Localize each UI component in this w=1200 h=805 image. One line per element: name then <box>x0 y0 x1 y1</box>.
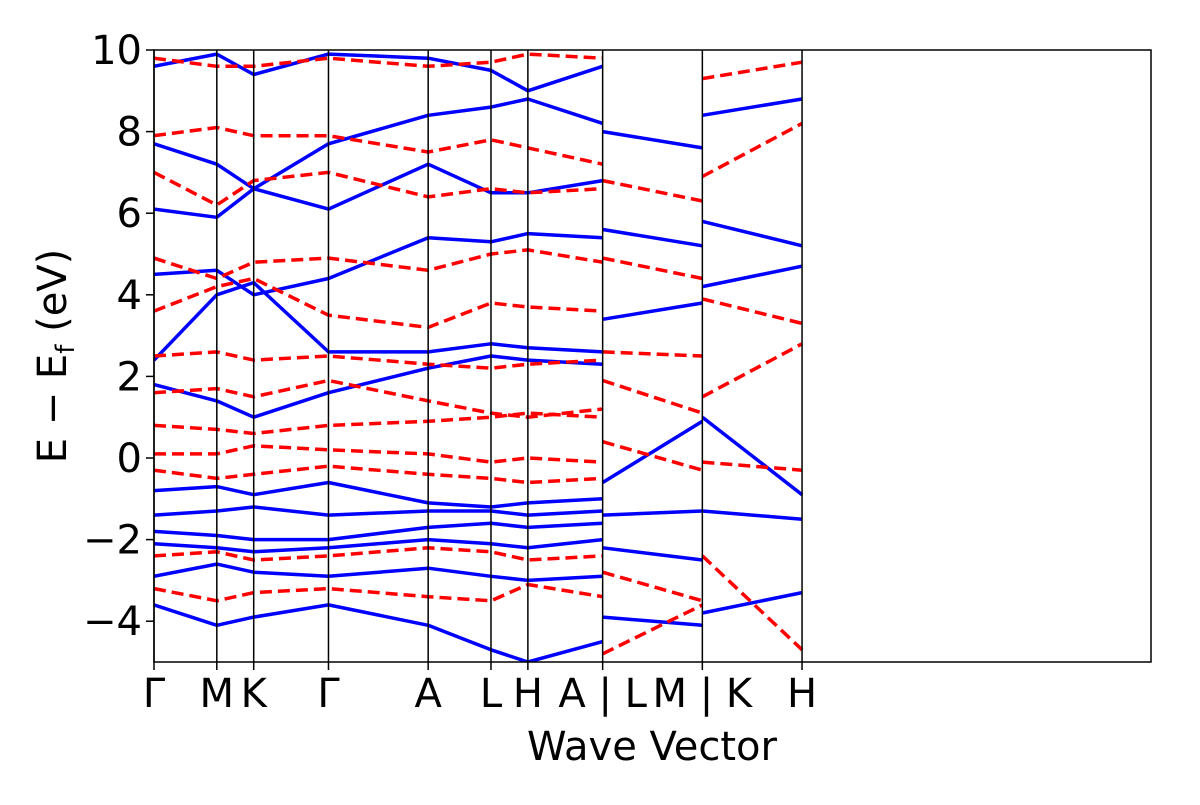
dashed-band-23 <box>701 121 803 179</box>
solid-band-12 <box>602 615 703 628</box>
solid-band-18 <box>602 129 703 150</box>
x-tick-label-2: K <box>241 671 269 717</box>
solid-band-6 <box>154 354 603 419</box>
x-tick-label-1: M <box>200 671 235 717</box>
solid-band-14 <box>602 509 703 517</box>
solid-band-23 <box>701 219 803 248</box>
y-tick-label-2: 0 <box>117 436 142 482</box>
y-tick-label-4: 4 <box>117 273 142 319</box>
x-tick-label-9: H <box>787 671 817 717</box>
bands-layer <box>154 52 804 662</box>
dashed-band-17 <box>602 256 703 281</box>
y-tick-label-5: 6 <box>117 191 142 237</box>
solid-band-17 <box>602 227 703 248</box>
dashed-band-2 <box>154 464 603 485</box>
dashed-band-15 <box>602 378 703 415</box>
x-axis-label: Wave Vector <box>527 724 778 770</box>
solid-band-24 <box>702 97 803 118</box>
dashed-band-8 <box>154 248 603 281</box>
x-tick-label-6: H <box>513 671 543 717</box>
dashed-band-21 <box>701 342 803 399</box>
x-tick-label-0: Γ <box>143 671 166 717</box>
solid-band-10 <box>154 97 604 191</box>
solid-band-7 <box>154 280 603 362</box>
dashed-band-7 <box>154 276 603 330</box>
dashed-band-13 <box>602 570 703 603</box>
x-tick-label-3: Γ <box>317 671 340 717</box>
dashed-band-1 <box>154 546 603 562</box>
solid-band-4 <box>154 505 603 517</box>
dashed-band-4 <box>154 411 603 436</box>
solid-band-21 <box>701 415 804 497</box>
y-tick-label-1: −2 <box>83 518 142 564</box>
dashed-band-10 <box>154 125 604 166</box>
y-axis-label: E − Ef (eV) <box>30 249 81 464</box>
y-tick-label-7: 10 <box>91 28 142 74</box>
kpoint-lines <box>153 50 803 662</box>
dashed-band-20 <box>702 460 803 472</box>
solid-band-1 <box>154 562 603 583</box>
y-tick-label-3: 2 <box>117 354 142 400</box>
solid-band-3 <box>154 521 603 542</box>
solid-band-13 <box>602 546 703 562</box>
x-tick-label-7: A | L <box>558 671 647 717</box>
dashed-band-22 <box>701 297 803 326</box>
solid-band-22 <box>702 264 803 289</box>
y-tick-label-0: −4 <box>83 599 142 645</box>
solid-band-5 <box>154 480 603 509</box>
y-axis-label-unit: (eV) <box>30 249 76 345</box>
solid-band-11 <box>154 52 604 93</box>
dashed-band-12 <box>601 603 704 656</box>
solid-band-19 <box>702 590 803 615</box>
y-axis-label-main: E − E <box>30 354 76 464</box>
dashed-band-11 <box>154 52 603 69</box>
solid-band-15 <box>601 419 704 484</box>
x-tick-label-4: A <box>414 671 442 717</box>
dashed-band-14 <box>602 440 703 472</box>
x-tick-label-5: L <box>480 671 503 717</box>
dashed-band-16 <box>602 350 703 358</box>
plot-frame <box>153 49 1152 663</box>
solid-band-20 <box>702 509 803 521</box>
y-axis-ticks: −4 −2 0 2 4 6 8 10 <box>83 28 154 645</box>
dashed-band-24 <box>702 60 803 81</box>
y-tick-label-6: 8 <box>117 110 142 156</box>
dashed-band-3 <box>154 444 603 464</box>
y-axis-label-subscript: f <box>51 344 81 354</box>
solid-band-0 <box>154 603 604 662</box>
dashed-band-9 <box>154 170 603 207</box>
dashed-band-18 <box>602 178 703 203</box>
dashed-band-19 <box>701 554 804 652</box>
solid-band-2 <box>154 537 603 554</box>
x-tick-label-8: M | K <box>653 671 754 717</box>
dashed-band-6 <box>154 350 603 370</box>
solid-band-16 <box>602 301 703 322</box>
dashed-band-0 <box>154 582 603 603</box>
dashed-band-5 <box>154 378 603 419</box>
